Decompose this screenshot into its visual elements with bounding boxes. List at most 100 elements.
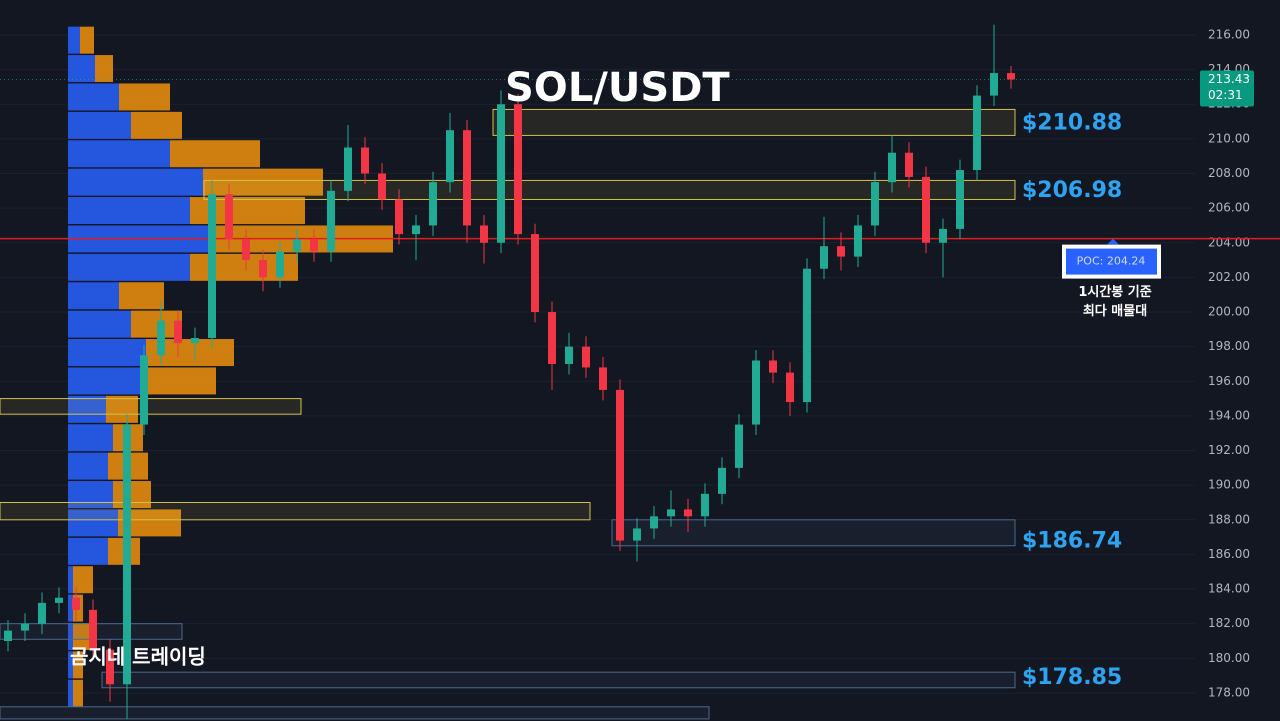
volume-sell [131,310,182,338]
candle-body [905,152,913,177]
volume-sell [119,282,164,310]
candle-body [38,602,46,624]
y-tick-label: 188.00 [1208,512,1250,526]
last-price-countdown: 02:31 [1208,88,1243,102]
plot: 178.00 180.00 182.00 184.00 186.00 188.00 190.… [0,24,1280,720]
volume-buy [68,537,108,565]
volume-sell [131,111,182,139]
candle-body [497,104,505,243]
candle-body [854,225,862,257]
candle-body [123,424,131,685]
volume-buy [68,197,190,225]
candle-body [922,176,930,243]
candle-body [72,597,80,610]
volume-sell [119,83,170,111]
candle-body [752,360,760,425]
price-zone [0,706,710,720]
volume-buy [68,367,146,395]
y-tick-label: 204.00 [1208,235,1250,249]
candle-body [548,312,556,364]
volume-sell [106,395,138,423]
volume-buy [68,452,108,480]
y-tick-label: 180.00 [1208,651,1250,665]
y-tick-label: 178.00 [1208,685,1250,699]
candle-body [939,228,947,243]
volume-buy [68,481,113,509]
candle-body [208,194,216,338]
candle-body [684,509,692,517]
candle-body [293,239,301,252]
candle-body [514,104,522,235]
volume-buy [68,594,73,622]
candle-body [888,152,896,183]
poc-note: 최다 매물대 [1083,303,1147,319]
candle-body [4,630,12,642]
candle-body [429,182,437,226]
volume-buy [68,140,170,168]
volume-buy [68,651,73,679]
candle-body [89,609,97,650]
candle-body [106,649,114,685]
candle-body [871,182,879,226]
y-tick-label: 198.00 [1208,339,1250,353]
volume-buy [68,509,118,537]
candle-body [650,516,658,529]
price-zone [611,519,1016,547]
candle-body [616,389,624,541]
volume-buy [68,310,131,338]
volume-buy [68,395,106,423]
candle-body [633,528,641,541]
candle-body [327,190,335,252]
candle-body [55,597,63,603]
candle-body [446,130,454,183]
volume-buy [68,111,131,139]
poc-arrow [1107,238,1119,245]
candle-body [412,225,420,235]
poc-label: POC: 204.24 [1077,255,1146,268]
volume-sell [190,197,305,225]
candle-body [565,346,573,364]
candle-body [463,130,471,226]
candle-body [276,251,284,278]
volume-buy [68,339,146,367]
volume-sell [73,566,93,594]
volume-buy [68,679,73,707]
candle-body [1007,73,1015,80]
candle-body [735,424,743,468]
y-tick-label: 182.00 [1208,616,1250,630]
candle-body [225,194,233,240]
y-tick-label: 186.00 [1208,547,1250,561]
volume-sell [113,481,151,509]
candle-body [361,147,369,174]
watermark: 곰지네 트레이딩 [70,645,206,669]
volume-sell [73,679,83,707]
price-label: $186.74 [1022,529,1122,554]
volume-buy [68,424,113,452]
candle-body [667,509,675,517]
candle-body [599,367,607,390]
candle-body [174,320,182,344]
y-tick-label: 210.00 [1208,131,1250,145]
volume-buy [68,168,203,196]
candle-body [531,234,539,313]
candle-body [480,225,488,243]
price-zone [492,108,1016,136]
volume-sell [95,55,113,83]
y-tick-label: 184.00 [1208,582,1250,596]
last-price-value: 213.43 [1208,72,1250,86]
y-tick-label: 202.00 [1208,270,1250,284]
candle-body [701,493,709,517]
candle-body [803,268,811,403]
volume-sell [170,140,260,168]
price-label: $178.85 [1022,665,1122,690]
volume-sell [73,651,83,679]
volume-sell [80,26,94,54]
candle-body [769,360,777,373]
price-label: $206.98 [1022,178,1122,203]
y-tick-label: 194.00 [1208,408,1250,422]
price-label: $210.88 [1022,111,1122,136]
volume-buy [68,566,73,594]
volume-buy [68,55,95,83]
chart-title: SOL/USDT [505,65,730,111]
candle-body [956,170,964,229]
